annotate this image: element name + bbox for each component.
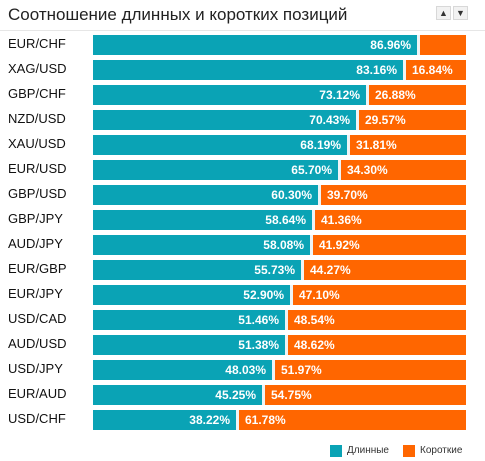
- legend-swatch-short: [403, 445, 415, 457]
- currency-pair-label: EUR/JPY: [8, 286, 63, 301]
- legend-label-long: Длинные: [347, 445, 389, 456]
- chart-row: NZD/USD 70.43% 29.57%: [0, 108, 485, 130]
- chart-row: GBP/JPY 58.64% 41.36%: [0, 208, 485, 230]
- currency-pair-label: USD/CAD: [8, 311, 67, 326]
- bar-long-segment: 51.46%: [93, 310, 285, 330]
- currency-pair-label: NZD/USD: [8, 111, 66, 126]
- title-divider: [0, 30, 485, 31]
- ratio-bar: 38.22% 61.78%: [93, 410, 466, 430]
- bar-long-segment: 48.03%: [93, 360, 272, 380]
- bar-short-segment: 39.70%: [321, 185, 466, 205]
- currency-pair-label: EUR/AUD: [8, 386, 67, 401]
- bar-short-segment: 48.54%: [288, 310, 466, 330]
- bar-short-segment: 31.81%: [350, 135, 466, 155]
- bar-short-segment: 16.84%: [406, 60, 466, 80]
- chart-row: USD/CHF 38.22% 61.78%: [0, 408, 485, 430]
- bar-long-segment: 86.96%: [93, 35, 417, 55]
- bar-short-segment: 51.97%: [275, 360, 466, 380]
- currency-pair-label: EUR/GBP: [8, 261, 67, 276]
- ratio-bar: 83.16% 16.84%: [93, 60, 466, 80]
- bar-long-segment: 58.08%: [93, 235, 310, 255]
- chart-row: EUR/GBP 55.73% 44.27%: [0, 258, 485, 280]
- currency-pair-label: GBP/JPY: [8, 211, 63, 226]
- bar-long-segment: 83.16%: [93, 60, 403, 80]
- bar-long-segment: 52.90%: [93, 285, 290, 305]
- ratio-bar: 51.46% 48.54%: [93, 310, 466, 330]
- bar-short-segment: 26.88%: [369, 85, 466, 105]
- ratio-bar: 86.96%: [93, 35, 466, 55]
- currency-pair-label: XAU/USD: [8, 136, 66, 151]
- sort-down-icon[interactable]: ▼: [453, 6, 468, 20]
- currency-pair-label: GBP/CHF: [8, 86, 66, 101]
- bar-long-segment: 70.43%: [93, 110, 356, 130]
- bar-short-segment: 41.36%: [315, 210, 466, 230]
- bar-short-segment: 34.30%: [341, 160, 466, 180]
- currency-pair-label: GBP/USD: [8, 186, 67, 201]
- chart-row: GBP/CHF 73.12% 26.88%: [0, 83, 485, 105]
- chart-title: Соотношение длинных и коротких позиций: [8, 5, 348, 24]
- currency-pair-label: AUD/USD: [8, 336, 67, 351]
- ratio-bar: 58.08% 41.92%: [93, 235, 466, 255]
- bar-short-segment: 41.92%: [313, 235, 466, 255]
- bar-long-segment: 38.22%: [93, 410, 236, 430]
- chart-row: GBP/USD 60.30% 39.70%: [0, 183, 485, 205]
- bar-short-segment: 48.62%: [288, 335, 466, 355]
- chart-row: AUD/JPY 58.08% 41.92%: [0, 233, 485, 255]
- bar-short-segment: 61.78%: [239, 410, 466, 430]
- ratio-bar: 58.64% 41.36%: [93, 210, 466, 230]
- currency-pair-label: EUR/USD: [8, 161, 67, 176]
- chart-row: AUD/USD 51.38% 48.62%: [0, 333, 485, 355]
- bar-long-segment: 68.19%: [93, 135, 347, 155]
- chart-row: USD/CAD 51.46% 48.54%: [0, 308, 485, 330]
- chart-row: EUR/CHF 86.96%: [0, 33, 485, 55]
- bar-short-segment: 54.75%: [265, 385, 466, 405]
- legend-swatch-long: [330, 445, 342, 457]
- currency-pair-label: USD/CHF: [8, 411, 66, 426]
- ratio-bar: 55.73% 44.27%: [93, 260, 466, 280]
- ratio-bar: 48.03% 51.97%: [93, 360, 466, 380]
- sort-up-icon[interactable]: ▲: [436, 6, 451, 20]
- ratio-bar: 70.43% 29.57%: [93, 110, 466, 130]
- legend-label-short: Короткие: [420, 445, 463, 456]
- bar-long-segment: 60.30%: [93, 185, 318, 205]
- bar-short-segment: [420, 35, 466, 55]
- ratio-bar: 65.70% 34.30%: [93, 160, 466, 180]
- ratio-bar: 52.90% 47.10%: [93, 285, 466, 305]
- chart-row: EUR/AUD 45.25% 54.75%: [0, 383, 485, 405]
- ratio-bar: 60.30% 39.70%: [93, 185, 466, 205]
- bar-long-segment: 65.70%: [93, 160, 338, 180]
- chart-row: XAU/USD 68.19% 31.81%: [0, 133, 485, 155]
- bar-long-segment: 55.73%: [93, 260, 301, 280]
- bar-short-segment: 44.27%: [304, 260, 466, 280]
- ratio-bar: 45.25% 54.75%: [93, 385, 466, 405]
- chart-row: EUR/USD 65.70% 34.30%: [0, 158, 485, 180]
- chart-row: XAG/USD 83.16% 16.84%: [0, 58, 485, 80]
- bar-long-segment: 45.25%: [93, 385, 262, 405]
- ratio-bar: 51.38% 48.62%: [93, 335, 466, 355]
- chart-row: USD/JPY 48.03% 51.97%: [0, 358, 485, 380]
- currency-pair-label: USD/JPY: [8, 361, 63, 376]
- currency-pair-label: XAG/USD: [8, 61, 67, 76]
- currency-pair-label: EUR/CHF: [8, 36, 66, 51]
- currency-pair-label: AUD/JPY: [8, 236, 63, 251]
- bar-long-segment: 51.38%: [93, 335, 285, 355]
- bar-long-segment: 73.12%: [93, 85, 366, 105]
- bar-short-segment: 47.10%: [293, 285, 466, 305]
- bar-long-segment: 58.64%: [93, 210, 312, 230]
- ratio-bar: 68.19% 31.81%: [93, 135, 466, 155]
- ratio-bar: 73.12% 26.88%: [93, 85, 466, 105]
- chart-row: EUR/JPY 52.90% 47.10%: [0, 283, 485, 305]
- bar-short-segment: 29.57%: [359, 110, 466, 130]
